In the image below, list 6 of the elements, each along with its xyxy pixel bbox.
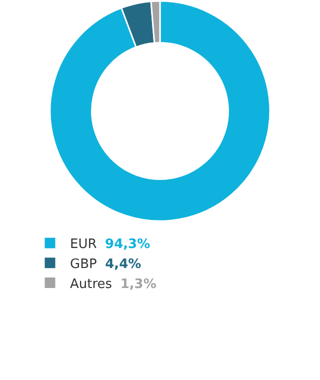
data-label: 1,3% [120,276,156,292]
data-label: 4,4% [105,256,142,272]
data-label: 94,3% [105,237,150,252]
legend-label: EUR [70,237,97,252]
legend-label: GBP [70,256,97,272]
legend-label: Autres [70,276,112,292]
